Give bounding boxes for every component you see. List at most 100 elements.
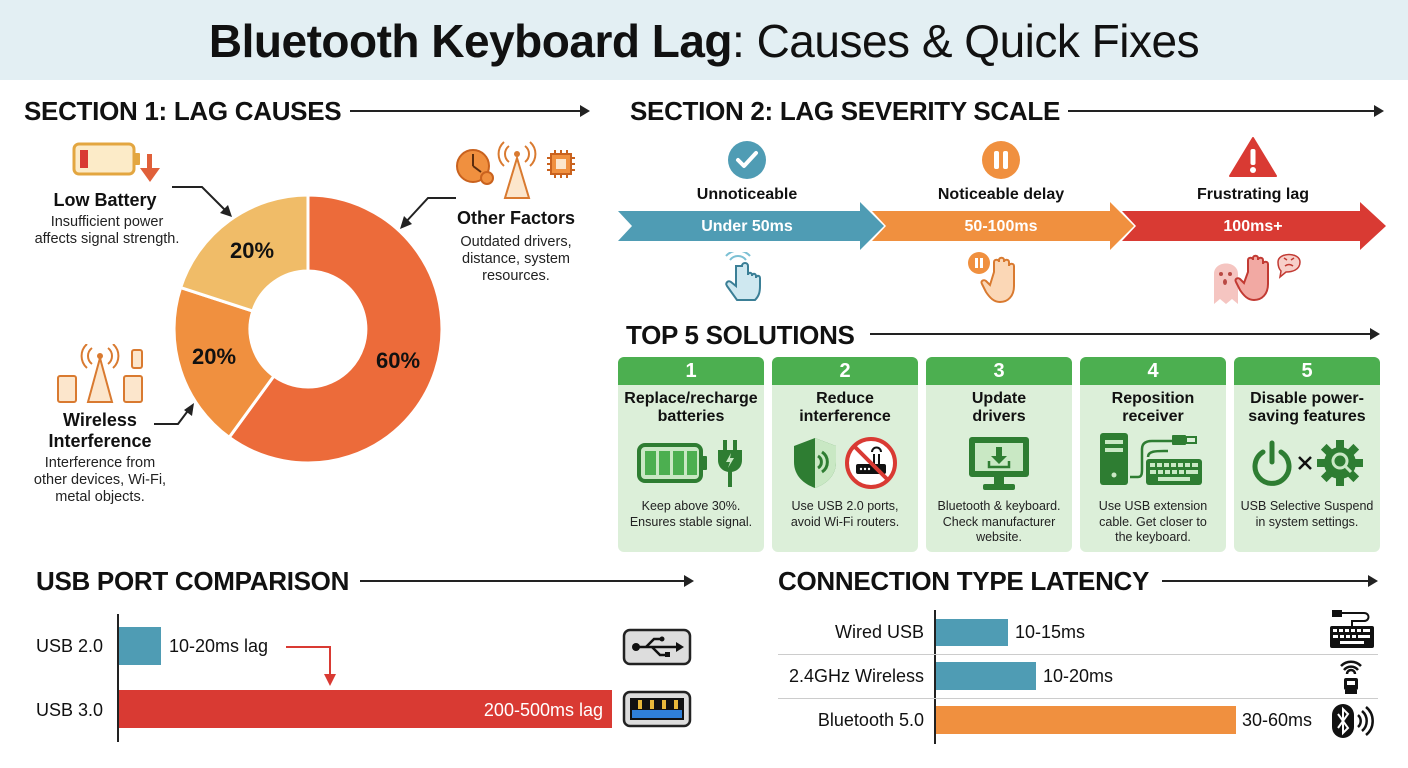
desc-line: in system settings. — [1255, 514, 1359, 529]
usb-3-port-icon — [622, 690, 692, 728]
desc-line: metal objects. — [55, 489, 145, 505]
title-line: Replace/recharge — [624, 390, 758, 407]
solution-card-5: 5 Disable power-saving features USB Sele… — [1234, 357, 1380, 552]
stop-hand-pause-icon — [968, 252, 1015, 304]
desc-line: Use USB extension — [1098, 499, 1208, 513]
desc-line: Outdated drivers, — [460, 234, 572, 250]
latency-value-3: 30-60ms — [1242, 710, 1313, 730]
latency-row-label-2: 2.4GHz Wireless — [788, 666, 924, 686]
solution-icons — [772, 433, 918, 493]
solutions-arrow — [870, 328, 1380, 340]
usb-axis-line — [117, 614, 119, 742]
wireless-dongle-icon — [1340, 660, 1362, 694]
solution-title: Replace/recharge batteries — [618, 390, 764, 426]
solutions-heading: TOP 5 SOLUTIONS — [626, 320, 855, 350]
wireless-tower-icon — [57, 344, 143, 403]
title-line: saving features — [1248, 408, 1366, 425]
solution-icons — [926, 433, 1072, 493]
solution-desc: USB Selective Suspend in system settings. — [1234, 499, 1380, 530]
solution-icons — [1234, 433, 1380, 493]
solution-desc: Bluetooth & keyboard. Check manufacturer w… — [926, 499, 1072, 546]
severity-label-1: Unnoticeable — [696, 186, 798, 203]
solution-title: Disable power-saving features — [1234, 390, 1380, 426]
latency-row-label-1: Wired USB — [834, 622, 924, 642]
times-icon — [1298, 456, 1312, 470]
solution-number: 1 — [618, 357, 764, 385]
desc-line: avoid Wi-Fi routers. — [790, 514, 900, 529]
wired-keyboard-icon — [1330, 610, 1374, 648]
warning-triangle-icon — [1229, 137, 1277, 177]
title-line: receiver — [1122, 408, 1184, 425]
solution-number: 4 — [1080, 357, 1226, 385]
solution-card-1: 1 Replace/recharge batteries Keep above 3… — [618, 357, 764, 552]
usb-bar-2 — [119, 690, 612, 728]
desc-line: Bluetooth & keyboard. — [937, 499, 1061, 513]
cause-title-other-factors: Other Factors — [456, 208, 576, 228]
cause-title-low-battery: Low Battery — [53, 190, 157, 210]
check-circle-icon — [728, 141, 766, 179]
clock-tower-chip-icon — [456, 141, 575, 199]
slice-wireless-interference — [172, 285, 276, 440]
frustrated-hand-ghost-icon — [1214, 253, 1301, 304]
title-bold: Bluetooth Keyboard Lag — [208, 15, 733, 67]
latency-axis-line — [934, 610, 936, 744]
section2-arrow — [1068, 105, 1384, 117]
slice-low-battery — [178, 193, 310, 313]
desc-line: Ensures stable signal. — [629, 514, 753, 529]
section1-arrow — [350, 105, 590, 117]
title-line: Disable power- — [1250, 390, 1364, 407]
gear-settings-icon — [1317, 440, 1363, 486]
usb-value-1: 10-20ms lag — [169, 636, 269, 656]
desc-line: affects signal strength. — [34, 231, 180, 247]
pct-low-battery: 20% — [230, 238, 275, 263]
solution-card-3: 3 Update drivers Bluetooth & keyboard. Che… — [926, 357, 1072, 552]
pc-cable-keyboard-icon — [1100, 433, 1202, 485]
cause-title-wireless: Wireless Interference — [20, 410, 180, 452]
latency-bar-1 — [936, 619, 1008, 646]
usb-red-pointer-arrow — [286, 646, 336, 686]
shield-signal-icon — [794, 438, 836, 488]
severity-value-3: 100ms+ — [1223, 218, 1283, 235]
power-icon — [1252, 440, 1292, 486]
solution-card-4: 4 Reposition receiver Use USB extension ca… — [1080, 357, 1226, 552]
usb-comparison-arrow — [360, 575, 694, 587]
connection-latency-arrow — [1162, 575, 1378, 587]
solution-title: Reposition receiver — [1080, 390, 1226, 426]
pointer-arrow-low-battery — [172, 186, 232, 217]
title-line: batteries — [657, 408, 725, 425]
desc-line: Keep above 30%. — [641, 499, 741, 513]
desc-line: the keyboard. — [1115, 530, 1191, 544]
solution-number: 2 — [772, 357, 918, 385]
severity-value-2: 50-100ms — [964, 218, 1038, 235]
title-line: Update — [971, 390, 1027, 407]
pointer-arrow-other-factors — [400, 197, 456, 229]
full-battery-icon — [637, 443, 707, 483]
title-line: Interference — [48, 431, 152, 451]
cause-desc-low-battery: Insufficient power affects signal streng… — [12, 214, 202, 248]
pause-circle-icon — [982, 141, 1020, 179]
desc-line: distance, system — [462, 251, 570, 267]
title-line: drivers — [972, 408, 1026, 425]
pct-other-factors: 60% — [376, 348, 421, 373]
no-router-icon — [845, 437, 897, 489]
usb-value-2: 200-500ms lag — [483, 700, 603, 720]
usb-row-label-2: USB 3.0 — [36, 700, 104, 720]
pointer-arrow-wireless — [154, 403, 194, 425]
pct-wireless: 20% — [192, 344, 237, 369]
title-line: interference — [799, 408, 891, 425]
solution-title: Reduce interference — [772, 390, 918, 426]
severity-label-2: Noticeable delay — [937, 186, 1065, 203]
solution-number: 3 — [926, 357, 1072, 385]
low-battery-icon — [72, 142, 160, 182]
cause-desc-other-factors: Outdated drivers, distance, system resou… — [446, 234, 586, 285]
latency-bar-3 — [936, 706, 1236, 734]
severity-arrows — [618, 202, 1386, 250]
title-line: Reposition — [1111, 390, 1195, 407]
usb-comparison-heading: USB PORT COMPARISON — [36, 566, 350, 596]
row-divider — [778, 698, 1378, 699]
desc-line: cable. Get closer to — [1099, 514, 1207, 529]
desc-line: Insufficient power — [50, 214, 164, 230]
desc-line: Check manufacturer — [942, 514, 1056, 529]
section2-heading: SECTION 2: LAG SEVERITY SCALE — [630, 96, 1060, 126]
latency-value-1: 10-15ms — [1015, 622, 1086, 642]
